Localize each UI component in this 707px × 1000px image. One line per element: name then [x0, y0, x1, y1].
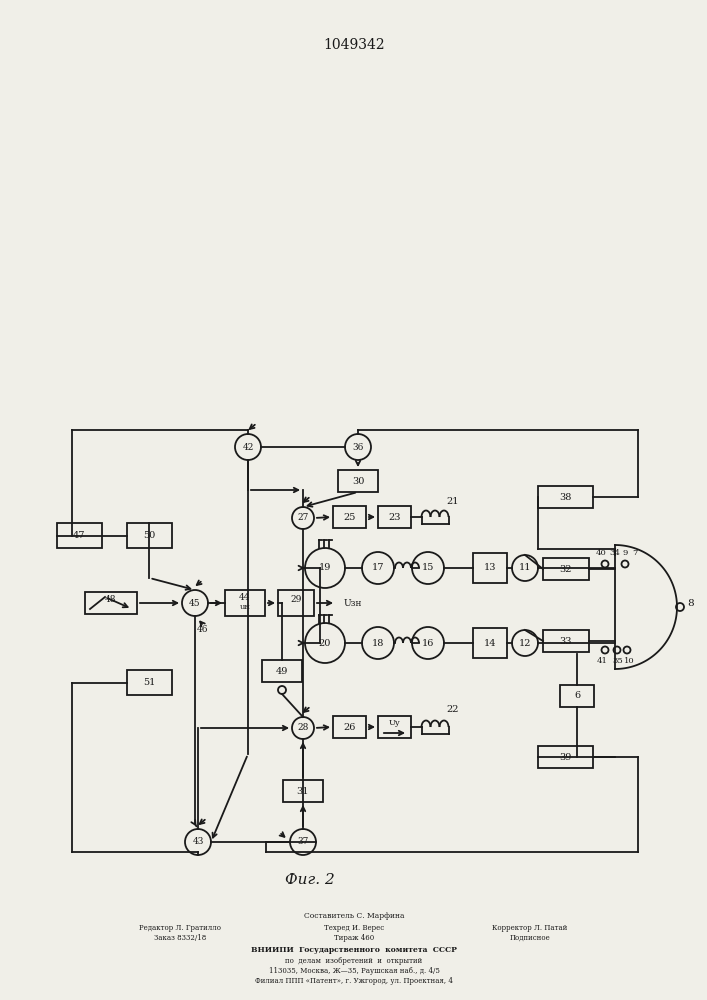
Bar [283, 780, 323, 802]
Text: 50: 50 [144, 531, 156, 540]
Bar [57, 523, 102, 548]
Text: 29: 29 [291, 594, 302, 603]
Text: 19: 19 [319, 564, 331, 572]
Bar [278, 590, 314, 616]
Text: 30: 30 [352, 477, 364, 486]
Text: 7: 7 [632, 549, 638, 557]
Text: 25: 25 [344, 512, 356, 522]
Text: 12: 12 [519, 639, 531, 648]
Text: 10: 10 [624, 657, 634, 665]
Text: 45: 45 [189, 598, 201, 607]
Text: Подписное: Подписное [510, 934, 550, 942]
Text: Заказ 8332/18: Заказ 8332/18 [154, 934, 206, 942]
Bar [543, 558, 589, 580]
Text: 26: 26 [344, 722, 356, 732]
Bar [333, 716, 366, 738]
Text: 33: 33 [560, 637, 572, 646]
Text: 40: 40 [595, 549, 607, 557]
Text: 42: 42 [243, 442, 254, 452]
Bar [127, 523, 172, 548]
Text: Филиал ППП «Патент», г. Ужгород, ул. Проектная, 4: Филиал ППП «Патент», г. Ужгород, ул. Про… [255, 977, 453, 985]
Text: 39: 39 [559, 752, 572, 762]
Text: 47: 47 [74, 531, 86, 540]
Text: 6: 6 [574, 692, 580, 700]
Text: Uзн: Uзн [344, 598, 363, 607]
Bar [262, 660, 302, 682]
Text: 28: 28 [298, 724, 309, 732]
Text: 49: 49 [276, 666, 288, 676]
Text: 14: 14 [484, 639, 496, 648]
Text: 38: 38 [559, 492, 572, 502]
Text: Фиг. 2: Фиг. 2 [285, 873, 335, 887]
Bar [538, 746, 593, 768]
Text: 21: 21 [447, 497, 460, 506]
Text: 44: 44 [239, 593, 251, 602]
Text: 18: 18 [372, 639, 384, 648]
Bar [225, 590, 265, 616]
Bar [378, 716, 411, 738]
Text: 16: 16 [422, 639, 434, 648]
Text: по  делам  изобретений  и  открытий: по делам изобретений и открытий [286, 957, 423, 965]
Text: 37: 37 [298, 838, 309, 846]
Text: 43: 43 [192, 838, 204, 846]
Text: ВНИИПИ  Государственного  комитета  СССР: ВНИИПИ Государственного комитета СССР [251, 946, 457, 954]
Text: Корректор Л. Патай: Корректор Л. Патай [492, 924, 568, 932]
Text: Тираж 460: Тираж 460 [334, 934, 374, 942]
Text: 51: 51 [144, 678, 156, 687]
Bar [378, 506, 411, 528]
Text: 27: 27 [298, 514, 309, 522]
Text: 48: 48 [105, 594, 117, 603]
Bar [338, 470, 378, 492]
Text: 17: 17 [372, 564, 384, 572]
Text: 20: 20 [319, 639, 331, 648]
Text: 36: 36 [352, 442, 363, 452]
Text: 15: 15 [422, 564, 434, 572]
Text: 22: 22 [447, 706, 460, 714]
Bar [543, 630, 589, 652]
Bar [560, 685, 594, 707]
Text: Составитель С. Марфина: Составитель С. Марфина [304, 912, 404, 920]
Bar [333, 506, 366, 528]
Bar [127, 670, 172, 695]
Text: 11: 11 [519, 564, 531, 572]
Text: 8: 8 [688, 599, 694, 608]
Text: 46: 46 [197, 624, 209, 634]
Text: Техред И. Верес: Техред И. Верес [324, 924, 384, 932]
Text: 1049342: 1049342 [323, 38, 385, 52]
Text: 31: 31 [297, 786, 309, 796]
Text: 13: 13 [484, 564, 496, 572]
Bar [473, 553, 507, 583]
Text: 113035, Москва, Ж—35, Раушская наб., д. 4/5: 113035, Москва, Ж—35, Раушская наб., д. … [269, 967, 440, 975]
Text: Редактор Л. Гратилло: Редактор Л. Гратилло [139, 924, 221, 932]
Bar [538, 486, 593, 508]
Text: uн: uн [240, 603, 250, 611]
Text: 34: 34 [609, 549, 621, 557]
Text: 9: 9 [622, 549, 628, 557]
Text: Uy: Uy [389, 719, 400, 727]
Bar [85, 592, 137, 614]
Text: 23: 23 [388, 512, 401, 522]
Text: 35: 35 [613, 657, 624, 665]
Text: 32: 32 [560, 564, 572, 574]
Text: 41: 41 [597, 657, 607, 665]
Bar [473, 628, 507, 658]
